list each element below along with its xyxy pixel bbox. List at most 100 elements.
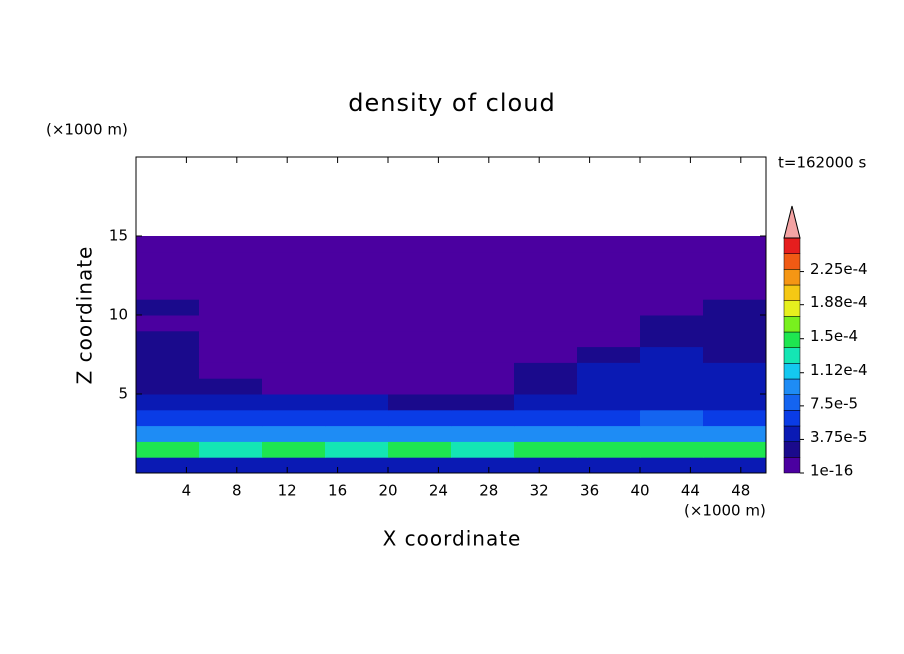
contour-cell — [514, 267, 578, 284]
contour-cell — [199, 251, 263, 269]
contour-cell — [640, 330, 704, 348]
contour-cell — [388, 251, 452, 269]
contour-cell — [136, 283, 200, 300]
colorbar-band — [783, 347, 801, 364]
contour-cell — [262, 299, 326, 316]
x-tick-label: 48 — [731, 482, 750, 500]
contour-cell — [199, 346, 263, 363]
contour-cell — [388, 299, 452, 316]
contour-cell — [136, 299, 200, 316]
contour-cell — [136, 315, 200, 332]
chart-title: density of cloud — [348, 89, 555, 117]
contour-cell — [388, 394, 452, 411]
contour-cell — [577, 251, 641, 269]
contour-cell — [703, 425, 767, 442]
contour-cell — [703, 441, 767, 458]
contour-cell — [703, 315, 767, 332]
contour-cell — [388, 330, 452, 348]
contour-cell — [640, 315, 704, 332]
colorbar-extend — [783, 205, 801, 239]
x-tick-label: 44 — [681, 482, 700, 500]
contour-cell — [577, 441, 641, 458]
contour-cell — [703, 283, 767, 300]
contour-cell — [514, 441, 578, 458]
contour-cell — [514, 283, 578, 300]
contour-cell — [325, 378, 389, 395]
contour-cell — [451, 283, 515, 300]
contour-cell — [514, 425, 578, 442]
contour-cell — [514, 346, 578, 363]
contour-cell — [136, 267, 200, 284]
contour-cell — [325, 315, 389, 332]
contour-cell — [577, 362, 641, 379]
contour-cell — [262, 457, 326, 474]
colorbar-band — [783, 394, 801, 411]
colorbar-tick-label: 3.75e-5 — [810, 428, 868, 446]
contour-cell — [262, 315, 326, 332]
contour-cell — [199, 441, 263, 458]
contour-cell — [325, 346, 389, 363]
contour-cell — [262, 441, 326, 458]
colorbar-band — [783, 457, 801, 474]
colorbar-band — [783, 441, 801, 458]
contour-cell — [451, 362, 515, 379]
x-tick-label: 24 — [429, 482, 448, 500]
contour-cell — [325, 362, 389, 379]
contour-cell — [199, 457, 263, 474]
contour-cell — [577, 346, 641, 363]
x-tick-label: 4 — [182, 482, 192, 500]
contour-cell — [136, 409, 200, 427]
contour-cell — [577, 378, 641, 395]
contour-cell — [199, 315, 263, 332]
x-tick-label: 16 — [328, 482, 347, 500]
contour-cell — [388, 283, 452, 300]
contour-cell — [451, 236, 515, 253]
contour-cell — [262, 394, 326, 411]
contour-cell — [514, 378, 578, 395]
colorbar-band — [783, 237, 801, 254]
colorbar-tick-label: 1.12e-4 — [810, 361, 868, 379]
contour-cell — [577, 315, 641, 332]
contour-cell — [577, 330, 641, 348]
contour-cell — [136, 457, 200, 474]
contour-cell — [703, 236, 767, 253]
contour-cell — [325, 425, 389, 442]
contour-cell — [136, 441, 200, 458]
x-tick-label: 36 — [580, 482, 599, 500]
contour-cell — [199, 378, 263, 395]
y-tick-label: 10 — [109, 306, 128, 324]
contour-cell — [451, 425, 515, 442]
contour-cell — [703, 251, 767, 269]
contour-cell — [199, 299, 263, 316]
colorbar-band — [783, 269, 801, 286]
contour-cell — [325, 394, 389, 411]
x-tick-label: 20 — [378, 482, 397, 500]
contour-cell — [577, 425, 641, 442]
contour-cell — [388, 378, 452, 395]
contour-cell — [199, 362, 263, 379]
contour-cell — [514, 236, 578, 253]
x-tick-label: 28 — [479, 482, 498, 500]
contour-cell — [640, 441, 704, 458]
contour-cell — [640, 394, 704, 411]
contour-cell — [703, 394, 767, 411]
contour-cell — [703, 346, 767, 363]
contour-cell — [514, 362, 578, 379]
contour-cell — [640, 425, 704, 442]
contour-cell — [325, 457, 389, 474]
contour-cell — [388, 315, 452, 332]
colorbar-tick-label: 1e-16 — [810, 462, 853, 480]
contour-cell — [136, 362, 200, 379]
contour-cell — [451, 378, 515, 395]
contour-cell — [640, 362, 704, 379]
contour-cell — [577, 409, 641, 427]
colorbar-band — [783, 425, 801, 442]
colorbar-band — [783, 331, 801, 348]
contour-cell — [199, 425, 263, 442]
contour-cell — [640, 409, 704, 427]
contour-cell — [325, 236, 389, 253]
contour-cell — [388, 236, 452, 253]
contour-cell — [136, 394, 200, 411]
contour-cell — [136, 378, 200, 395]
